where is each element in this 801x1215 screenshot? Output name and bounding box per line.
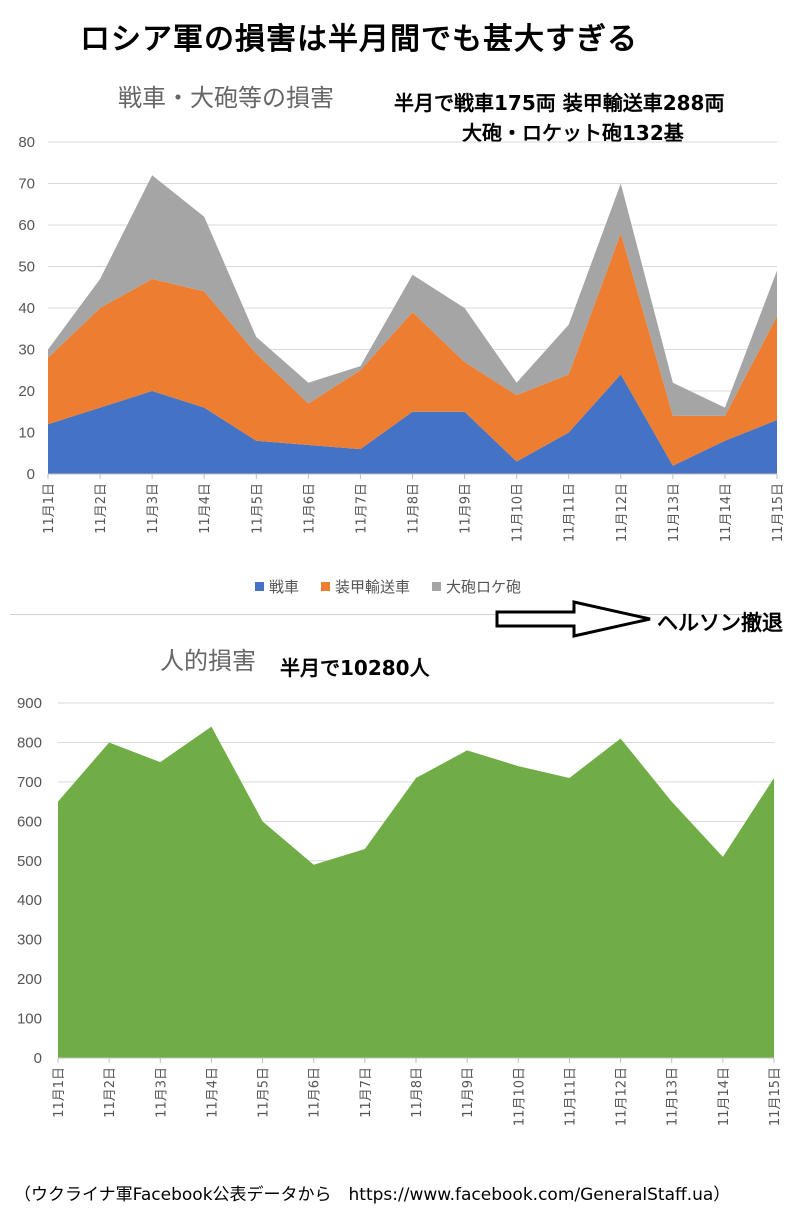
chart2-x-tick-label: 11月7日 [359, 1067, 374, 1118]
chart1-y-tick-label: 30 [18, 342, 35, 359]
chart2-x-tick-label: 11月9日 [461, 1067, 476, 1118]
chart1-y-tick-label: 10 [18, 425, 35, 442]
chart1-x-tick-label: 11月9日 [459, 483, 474, 534]
chart2-x-tick-label: 11月13日 [666, 1067, 681, 1126]
chart1-x-tick-label: 11月12日 [615, 483, 630, 542]
chart2-x-tick-label: 11月6日 [308, 1067, 323, 1118]
legend-label-tank: 戦車 [269, 578, 300, 596]
chart2-y-tick-label: 700 [17, 774, 42, 791]
chart2-x-tick-label: 11月5日 [257, 1067, 272, 1118]
chart1-y-tick-label: 80 [18, 134, 35, 151]
equipment-losses-chart: 0 10 20 30 40 50 60 70 80 11月1日 11月2日 11月3日 11月4日 11月… [18, 134, 786, 542]
chart1-x-tick-label: 11月5日 [250, 483, 265, 534]
legend-item-artillery: 大砲ロケ砲 [432, 576, 521, 597]
kherson-retreat-label: ヘルソン撤退 [657, 611, 783, 635]
chart2-annotation-line1: 半月で10280人 [280, 656, 430, 680]
legend-label-artillery: 大砲ロケ砲 [446, 578, 522, 596]
chart1-area-series-2 [48, 175, 777, 416]
chart1-x-tick-label: 11月4日 [198, 483, 213, 534]
chart2-x-tick-label: 11月8日 [410, 1067, 425, 1118]
chart1-x-tick-label: 11月2日 [94, 483, 109, 534]
chart1-y-tick-label: 0 [27, 466, 35, 483]
chart1-y-tick-label: 60 [18, 217, 35, 234]
chart1-x-tick-label: 11月13日 [667, 483, 682, 542]
chart1-x-tick-label: 11月15日 [771, 483, 786, 542]
chart2-x-tick-label: 11月12日 [615, 1067, 630, 1126]
retreat-arrow [495, 600, 651, 638]
chart1-x-tick-label: 11月3日 [146, 483, 161, 534]
chart1-annotation-line1: 半月で戦車175両 装甲輸送車288両 [394, 91, 725, 115]
source-note: （ウクライナ軍Facebook公表データから https://www.faceb… [14, 1185, 731, 1205]
chart1-area-series-0 [48, 374, 777, 474]
chart1-y-tick-label: 20 [18, 383, 35, 400]
chart2-area-series-0 [58, 726, 774, 1058]
chart1-x-tick-label: 11月1日 [42, 483, 57, 534]
chart2-x-tick-label: 11月3日 [154, 1067, 169, 1118]
chart1-area-series-1 [48, 233, 777, 466]
chart2-x-tick-label: 11月4日 [205, 1067, 220, 1118]
chart1-x-tick-label: 11月8日 [407, 483, 422, 534]
chart2-y-tick-label: 400 [17, 892, 42, 909]
chart2-y-tick-label: 200 [17, 971, 42, 988]
chart2-y-tick-label: 900 [17, 695, 42, 712]
chart2-x-tick-label: 11月1日 [52, 1067, 67, 1118]
legend-swatch-apc [321, 582, 331, 591]
chart2-y-tick-label: 0 [34, 1050, 42, 1067]
chart1-y-tick-label: 70 [18, 176, 35, 193]
chart2-y-tick-label: 300 [17, 932, 42, 949]
chart1-annotation-line2: 大砲・ロケット砲132基 [462, 121, 684, 145]
legend-item-tank: 戦車 [255, 576, 299, 597]
chart1-y-tick-label: 40 [18, 300, 35, 317]
chart2-y-tick-label: 100 [17, 1011, 42, 1028]
chart1-legend: 戦車 装甲輸送車 大砲ロケ砲 [255, 576, 521, 597]
legend-swatch-artillery [432, 582, 442, 591]
chart1-x-tick-label: 11月6日 [302, 483, 317, 534]
legend-label-apc: 装甲輸送車 [335, 578, 411, 596]
chart2-x-tick-label: 11月2日 [103, 1067, 118, 1118]
main-title: ロシア軍の損害は半月間でも甚大すぎる [80, 22, 638, 57]
personnel-losses-chart: 0 100 200 300 400 500 600 700 800 900 11月1日 11月2日 11… [17, 695, 783, 1126]
chart2-x-tick-label: 11月15日 [768, 1067, 783, 1126]
chart1-title: 戦車・大砲等の損害 [118, 84, 334, 112]
chart2-y-tick-label: 600 [17, 813, 42, 830]
legend-item-apc: 装甲輸送車 [321, 576, 410, 597]
legend-swatch-tank [255, 582, 264, 591]
chart1-y-tick-label: 50 [18, 259, 35, 276]
chart2-x-tick-label: 11月10日 [512, 1067, 527, 1126]
chart2-y-tick-label: 500 [17, 853, 42, 870]
chart2-title: 人的損害 [160, 647, 256, 675]
chart1-x-tick-label: 11月7日 [354, 483, 369, 534]
chart-divider [10, 614, 770, 615]
chart1-x-tick-label: 11月10日 [511, 483, 526, 542]
chart1-x-tick-label: 11月11日 [563, 483, 578, 542]
chart1-x-tick-label: 11月14日 [719, 483, 734, 542]
chart2-y-tick-label: 800 [17, 734, 42, 751]
chart2-x-tick-label: 11月11日 [563, 1067, 578, 1126]
chart2-x-tick-label: 11月14日 [717, 1067, 732, 1126]
